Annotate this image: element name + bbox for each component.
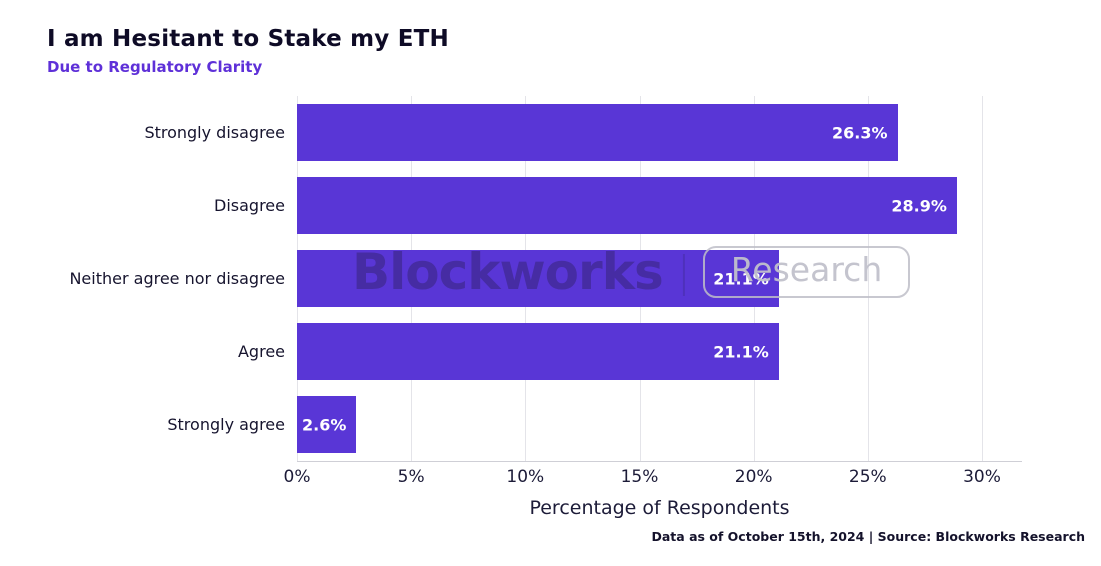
category-label: Strongly agree (167, 415, 285, 434)
bar-value-label: 28.9% (891, 196, 947, 215)
bar-value-label: 26.3% (832, 123, 888, 142)
y-axis-labels: Strongly disagree Disagree Neither agree n… (0, 96, 290, 461)
source-note: Data as of October 15th, 2024 | Source: … (651, 529, 1086, 544)
bar: 2.6% (297, 396, 357, 453)
bar-value-label: 21.1% (713, 269, 769, 288)
x-tick-label: 25% (848, 467, 887, 487)
x-tick-label: 15% (620, 467, 659, 487)
x-tick-label: 10% (506, 467, 545, 487)
bar: 21.1% (297, 323, 779, 380)
plot-area: 26.3% 28.9% 21.1% 21.1% 2.6% (297, 96, 1022, 462)
bar-value-label: 21.1% (713, 342, 769, 361)
gridline (982, 96, 983, 461)
chart-subtitle: Due to Regulatory Clarity (47, 58, 263, 76)
category-label: Agree (237, 342, 285, 361)
category-label: Neither agree nor disagree (69, 269, 285, 288)
x-tick-label: 0% (283, 467, 311, 487)
chart-title: I am Hesitant to Stake my ETH (47, 26, 449, 52)
bar-value-label: 2.6% (301, 415, 347, 434)
x-tick-label: 30% (963, 467, 1001, 487)
x-axis-title: Percentage of Respondents (529, 497, 790, 519)
bar: 26.3% (297, 104, 898, 161)
x-tick-label: 20% (734, 467, 773, 487)
bar: 21.1% (297, 250, 779, 307)
x-tick-label: 5% (397, 467, 425, 487)
category-label: Disagree (214, 196, 285, 215)
bar: 28.9% (297, 177, 957, 234)
gridline (867, 96, 869, 461)
category-label: Strongly disagree (144, 123, 285, 142)
